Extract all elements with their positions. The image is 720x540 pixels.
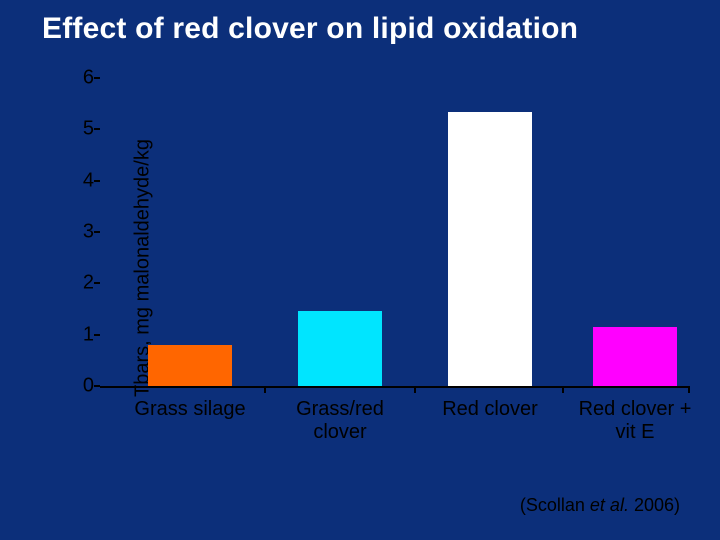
x-tick-mark bbox=[688, 386, 690, 393]
chart-container: Tbars, mg malonaldehyde/kg 0123456Grass … bbox=[20, 78, 700, 458]
title-prefix: Effect bbox=[42, 12, 127, 45]
slide-title: Effect of red clover on lipid oxidation bbox=[42, 12, 578, 46]
y-tick-mark bbox=[94, 128, 100, 130]
y-tick-label: 3 bbox=[64, 221, 94, 244]
y-tick-mark bbox=[94, 385, 100, 387]
bar bbox=[448, 112, 532, 386]
x-tick-mark bbox=[264, 386, 266, 393]
x-category-label: Red clover + vit E bbox=[555, 398, 715, 444]
x-tick-mark bbox=[414, 386, 416, 393]
citation: (Scollan et al. 2006) bbox=[520, 495, 680, 516]
y-tick-label: 0 bbox=[64, 375, 94, 398]
bar bbox=[298, 311, 382, 386]
y-tick-label: 1 bbox=[64, 323, 94, 346]
y-tick-mark bbox=[94, 231, 100, 233]
citation-prefix: (Scollan bbox=[520, 495, 590, 515]
x-category-label: Red clover bbox=[410, 398, 570, 421]
bar bbox=[593, 327, 677, 386]
citation-italic: et al. bbox=[590, 495, 629, 515]
y-tick-mark bbox=[94, 282, 100, 284]
x-category-label: Grass silage bbox=[110, 398, 270, 421]
y-tick-mark bbox=[94, 180, 100, 182]
y-tick-mark bbox=[94, 334, 100, 336]
y-tick-label: 6 bbox=[64, 67, 94, 90]
y-tick-label: 2 bbox=[64, 272, 94, 295]
x-category-label: Grass/red clover bbox=[260, 398, 420, 444]
plot-area: 0123456Grass silageGrass/red cloverRed c… bbox=[100, 78, 690, 388]
citation-suffix: 2006) bbox=[629, 495, 680, 515]
bar bbox=[148, 345, 232, 386]
title-rest: of red clover on lipid oxidation bbox=[127, 12, 579, 45]
y-tick-label: 4 bbox=[64, 169, 94, 192]
x-tick-mark bbox=[562, 386, 564, 393]
y-tick-label: 5 bbox=[64, 118, 94, 141]
y-tick-mark bbox=[94, 77, 100, 79]
